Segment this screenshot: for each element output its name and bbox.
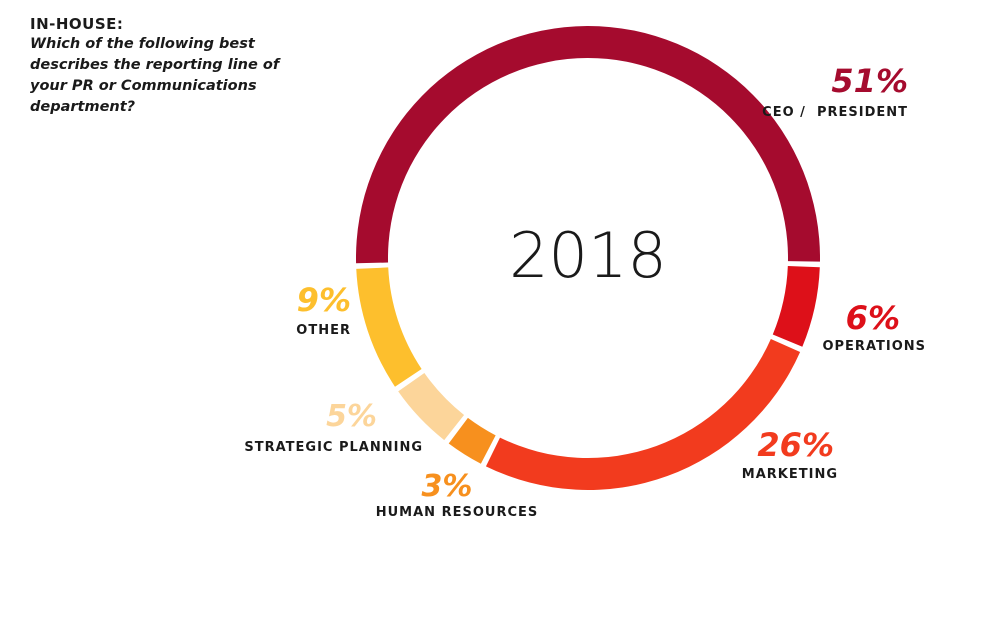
slice-strategic-planning [398, 373, 465, 441]
slice-value-label-other: 9% [297, 281, 351, 319]
chart-question: Which of the following best describes th… [30, 36, 280, 115]
slice-other [356, 267, 422, 387]
chart-kicker: IN-HOUSE: [30, 15, 124, 33]
slice-category-label-operations: OPERATIONS [822, 339, 926, 354]
donut-center-label: 2018 [509, 219, 667, 292]
slice-labels: 51% CEO / PRESIDENT 6% OPERATIONS 26% MARKETI… [244, 62, 926, 520]
slice-category-label-other: OTHER [296, 323, 351, 338]
slice-value-label-human-resources: 3% [422, 469, 473, 504]
slice-human-resources [448, 417, 496, 464]
slice-value-label-operations: 6% [846, 299, 900, 337]
slice-ceo-president [356, 25, 820, 264]
slice-value-label-marketing: 26% [757, 426, 834, 464]
chart-header: IN-HOUSE: Which of the following best de… [30, 14, 290, 118]
slice-category-label-strategic-planning: STRATEGIC PLANNING [244, 440, 423, 455]
slice-value-label-strategic-planning: 5% [326, 399, 377, 434]
slice-operations [772, 266, 820, 347]
slice-category-label-human-resources: HUMAN RESOURCES [376, 505, 539, 520]
slice-category-label-ceo-president: CEO / PRESIDENT [762, 105, 908, 120]
donut-slices [356, 25, 820, 490]
slice-value-label-ceo-president: 51% [831, 62, 908, 100]
slice-marketing [485, 339, 801, 490]
slice-category-label-marketing: MARKETING [742, 467, 838, 482]
